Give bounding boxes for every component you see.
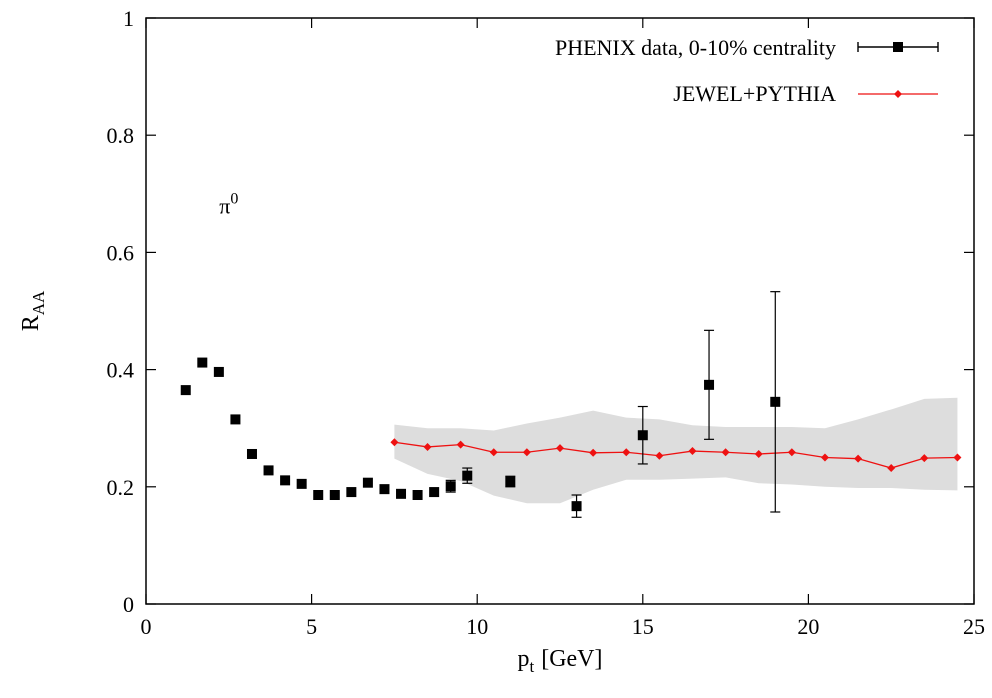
phenix-point (462, 470, 473, 481)
phenix-point (637, 430, 648, 441)
y-tick-label: 1 (123, 6, 134, 31)
phenix-point (505, 476, 516, 487)
jewel-point (754, 449, 763, 458)
jewel-point (688, 447, 697, 456)
ticks-layer: 0 5 10 15 20 25 0 0.2 0.4 0.6 0.8 1 (107, 6, 986, 639)
uncertainty-band-layer (394, 397, 958, 504)
jewel-point (390, 438, 399, 447)
phenix-point (704, 379, 715, 390)
jewel-point (787, 448, 796, 457)
x-tick-label: 15 (632, 614, 654, 639)
plot-frame (145, 17, 975, 605)
jewel-point (887, 464, 896, 473)
x-tick-label: 25 (963, 614, 985, 639)
jewel-point (953, 453, 962, 462)
jewel-point (589, 448, 598, 457)
phenix-point (313, 490, 324, 501)
jewel-series-line (394, 441, 958, 469)
jewel-point (622, 448, 631, 457)
phenix-point (280, 475, 291, 486)
jewel-point (854, 454, 863, 463)
legend-label-phenix: PHENIX data, 0-10% centrality (555, 35, 836, 60)
phenix-point (379, 484, 390, 495)
phenix-point (230, 414, 241, 425)
jewel-point (721, 448, 730, 457)
jewel-point (423, 442, 432, 451)
y-axis-title: RAA (18, 290, 48, 331)
phenix-point (396, 488, 407, 499)
jewel-point (489, 448, 498, 457)
phenix-point (571, 501, 582, 512)
jewel-point (556, 444, 564, 453)
x-tick-label: 10 (466, 614, 488, 639)
y-tick-label: 0.2 (107, 475, 135, 500)
legend-marker-jewel (894, 90, 902, 98)
x-tick-label: 0 (141, 614, 152, 639)
y-tick-label: 0.4 (107, 358, 135, 383)
phenix-point (429, 487, 440, 498)
pi0-annotation: π0 (219, 191, 238, 219)
x-axis-title: pt [GeV] (517, 646, 602, 676)
phenix-point (412, 490, 423, 501)
legend-label-jewel: JEWEL+PYTHIA (673, 81, 836, 106)
legend-marker-phenix (893, 42, 903, 52)
jewel-uncertainty-band (394, 397, 958, 504)
phenix-point (197, 357, 208, 368)
data-layer (180, 291, 962, 518)
phenix-point (445, 481, 456, 492)
jewel-point (920, 454, 929, 463)
phenix-point (246, 448, 257, 459)
phenix-point (263, 465, 274, 476)
jewel-point (456, 440, 465, 449)
x-tick-label: 5 (306, 614, 317, 639)
phenix-point (180, 385, 191, 396)
y-tick-label: 0.8 (107, 123, 135, 148)
x-tick-label: 20 (797, 614, 819, 639)
jewel-point (522, 448, 531, 457)
jewel-point (655, 451, 664, 460)
jewel-point (820, 453, 829, 462)
phenix-point (346, 487, 357, 498)
phenix-point (362, 477, 373, 488)
phenix-point (296, 478, 307, 489)
phenix-point (213, 366, 224, 377)
y-tick-label: 0.6 (107, 240, 135, 265)
y-tick-label: 0 (123, 592, 134, 617)
phenix-point (329, 490, 340, 501)
legend: PHENIX data, 0-10% centrality JEWEL+PYTHI… (555, 35, 939, 106)
phenix-point (770, 396, 781, 407)
